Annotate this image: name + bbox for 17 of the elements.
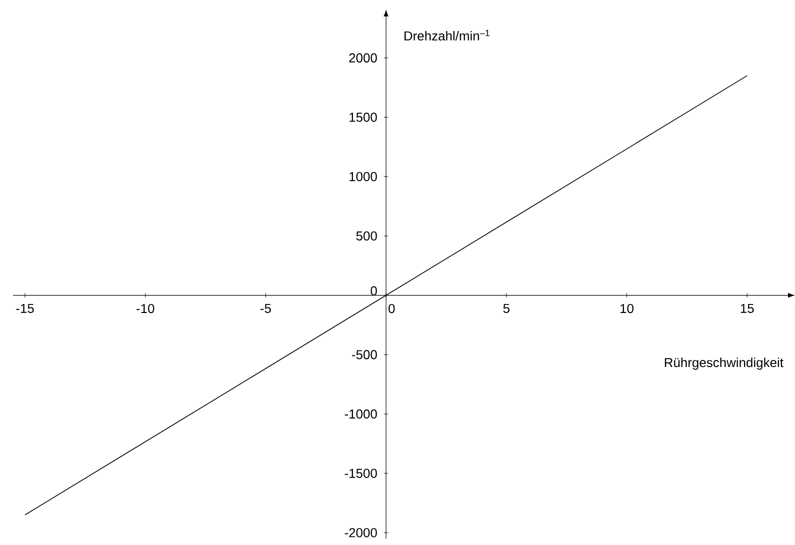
x-tick-label: 10 (620, 304, 634, 314)
y-tick-label: -1000 (344, 410, 377, 419)
y-tick-label: 1000 (350, 172, 377, 182)
y-axis-title: Drehzahl/min$^{–1}$ (404, 30, 490, 41)
y-tick-label: -1500 (344, 468, 377, 478)
x-tick-label: -10 (136, 304, 154, 314)
x-tick-label: 0 (388, 304, 395, 314)
y-tick-label: -500 (352, 350, 377, 360)
y-tick-label: 2000 (349, 53, 377, 63)
x-tick-label: -5 (260, 304, 271, 314)
y-tick-label: 1500 (350, 112, 377, 122)
x-tick-label: 15 (740, 304, 754, 314)
x-axis-title: Rührgeschwindigkeit (664, 358, 784, 370)
x-tick-label: 5 (503, 304, 510, 314)
y-tick-label: -2000 (344, 528, 377, 538)
x-tick-label: -15 (16, 304, 34, 314)
y-tick-label: 500 (356, 232, 377, 241)
